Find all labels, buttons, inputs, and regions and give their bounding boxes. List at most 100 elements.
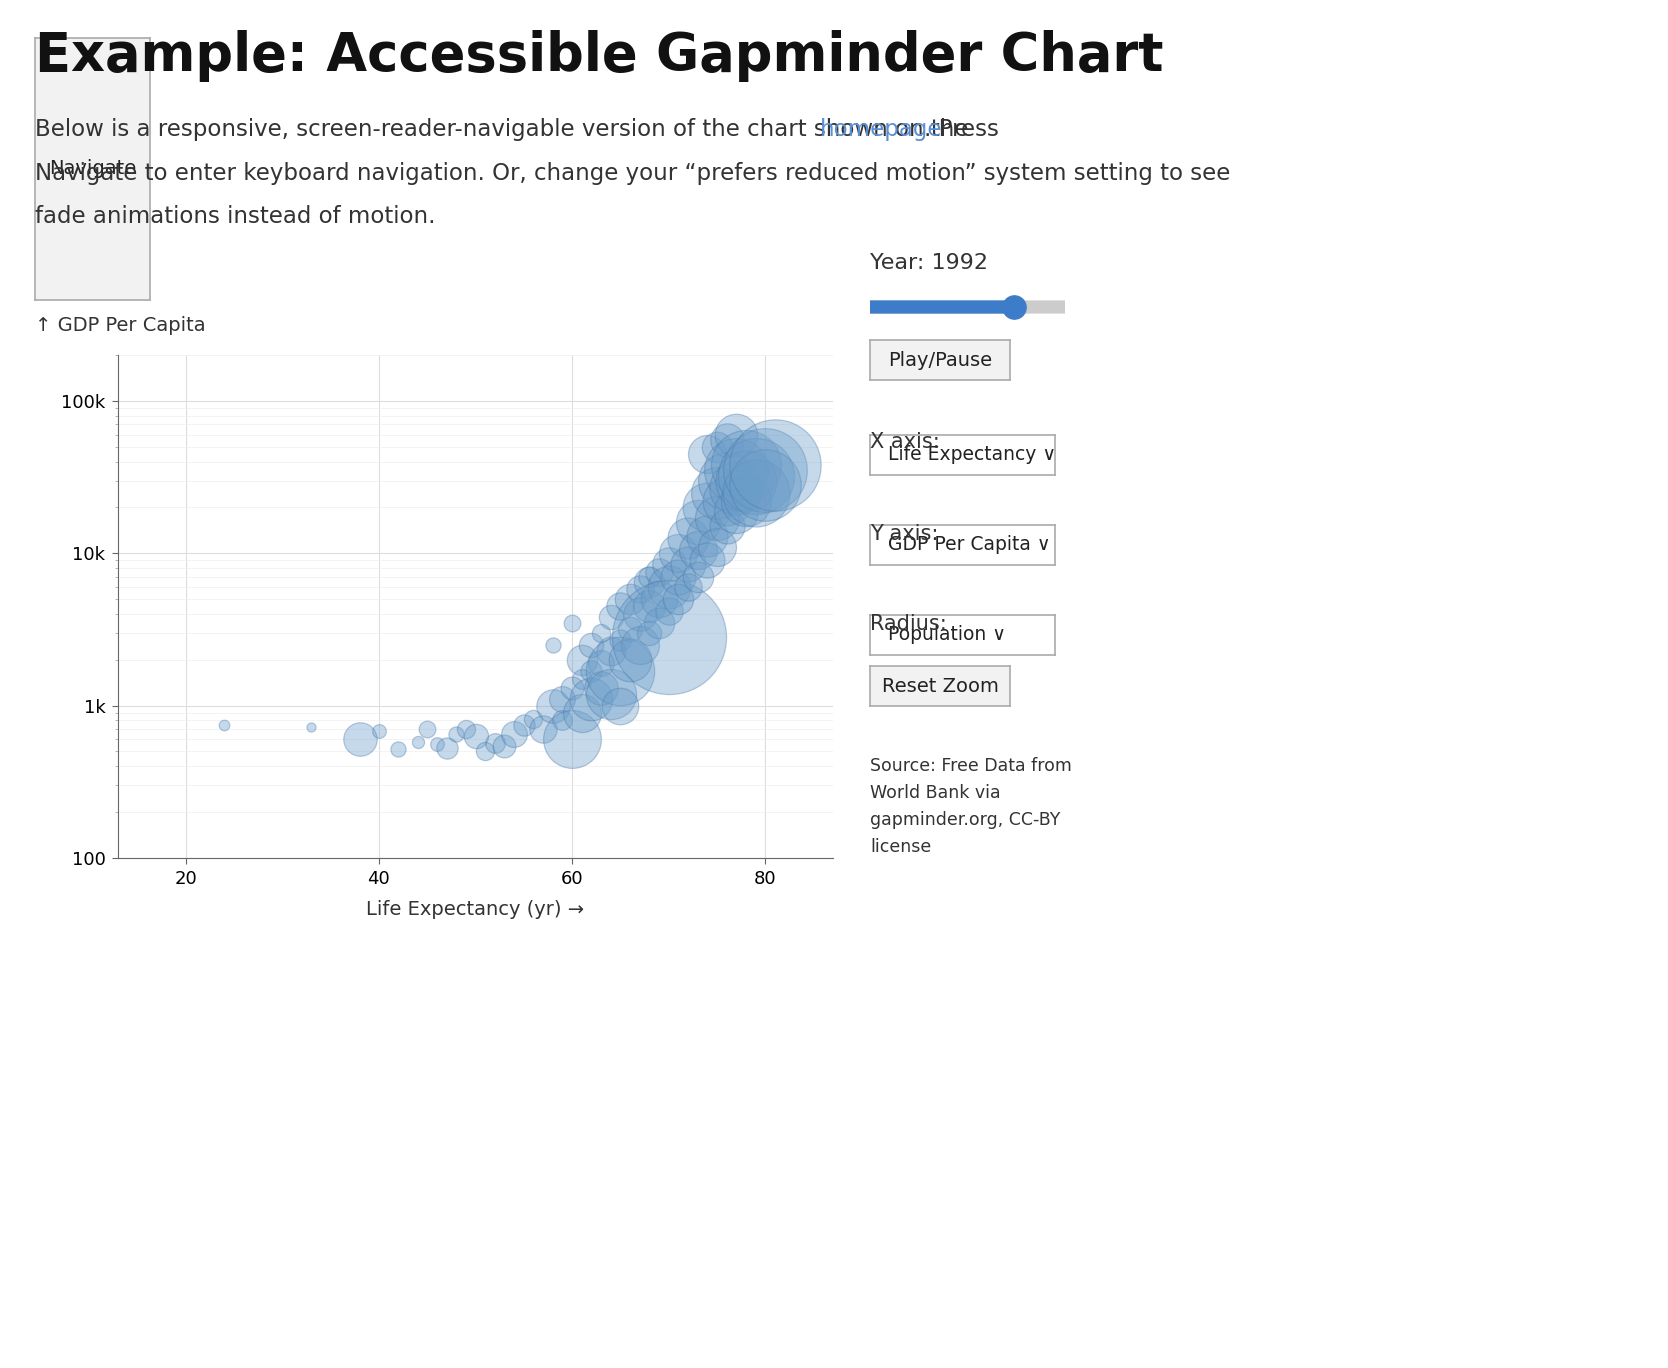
Point <box>385 737 412 759</box>
Point <box>607 629 634 651</box>
Point <box>684 512 711 534</box>
Text: fade animations instead of motion.: fade animations instead of motion. <box>35 205 435 228</box>
Point <box>694 550 721 572</box>
Text: Year: 1992: Year: 1992 <box>871 253 987 274</box>
Point <box>539 633 565 655</box>
Text: Reset Zoom: Reset Zoom <box>882 677 999 695</box>
Text: Source: Free Data from
World Bank via
gapminder.org, CC-BY
license: Source: Free Data from World Bank via ga… <box>871 757 1073 856</box>
Point <box>666 588 692 610</box>
Point <box>684 539 711 561</box>
Point <box>704 482 731 503</box>
Point <box>559 677 585 699</box>
Point <box>704 536 731 558</box>
Point <box>676 576 702 598</box>
Point <box>452 718 479 740</box>
FancyBboxPatch shape <box>861 301 1024 313</box>
Point <box>627 603 654 625</box>
Point <box>587 653 614 674</box>
Point <box>579 633 605 655</box>
Point <box>656 599 682 621</box>
Point <box>510 714 537 736</box>
Point <box>722 460 749 482</box>
Point <box>666 566 692 588</box>
Point <box>607 659 634 681</box>
Point <box>569 668 595 689</box>
Point <box>587 677 614 699</box>
Point <box>636 570 662 592</box>
Point <box>482 732 509 754</box>
Text: ↑ GDP Per Capita: ↑ GDP Per Capita <box>35 316 205 335</box>
Point <box>732 454 759 476</box>
Point <box>569 648 595 670</box>
Point <box>704 508 731 529</box>
Point <box>587 622 614 644</box>
Text: Life Expectancy ∨: Life Expectancy ∨ <box>889 446 1056 465</box>
Point <box>617 618 644 640</box>
Point <box>347 729 374 751</box>
Text: Play/Pause: Play/Pause <box>887 350 992 369</box>
Point <box>530 718 557 740</box>
Point <box>684 566 711 588</box>
Point <box>549 710 575 732</box>
Text: X axis:: X axis: <box>871 432 939 451</box>
Point <box>299 717 325 739</box>
Text: Population ∨: Population ∨ <box>889 625 1006 644</box>
Point <box>732 469 759 491</box>
Point <box>666 542 692 564</box>
Text: . Press: . Press <box>924 118 999 141</box>
Point <box>597 640 624 662</box>
Point <box>520 707 547 729</box>
Point <box>579 688 605 710</box>
Point <box>694 497 721 518</box>
Point <box>646 588 672 610</box>
Point <box>704 436 731 458</box>
Point <box>462 725 489 747</box>
Point <box>597 683 624 705</box>
Point <box>722 476 749 498</box>
Point <box>752 475 779 497</box>
Point <box>636 566 662 588</box>
Text: GDP Per Capita ∨: GDP Per Capita ∨ <box>889 535 1051 554</box>
Point <box>656 627 682 648</box>
Point <box>210 714 237 736</box>
Point <box>676 553 702 575</box>
Point <box>656 576 682 598</box>
Point <box>646 561 672 583</box>
Point <box>676 528 702 550</box>
Point <box>549 688 575 710</box>
Point <box>722 499 749 521</box>
Text: Y axis:: Y axis: <box>871 524 939 544</box>
Text: Life Expectancy (yr) →: Life Expectancy (yr) → <box>367 900 584 919</box>
Point <box>539 695 565 717</box>
Text: Example: Accessible Gapminder Chart: Example: Accessible Gapminder Chart <box>35 30 1164 82</box>
Point <box>472 740 499 762</box>
Text: Below is a responsive, screen-reader-navigable version of the chart shown on the: Below is a responsive, screen-reader-nav… <box>35 118 976 141</box>
Point <box>762 454 789 476</box>
Point <box>404 731 430 752</box>
Point <box>656 553 682 575</box>
Point <box>742 482 769 503</box>
Text: Navigate: Navigate <box>48 160 137 178</box>
Point <box>742 465 769 487</box>
Point <box>694 525 721 547</box>
Point <box>559 729 585 751</box>
Point <box>607 695 634 717</box>
Point <box>414 718 440 740</box>
Point <box>646 611 672 633</box>
Point <box>365 720 392 741</box>
Point <box>627 633 654 655</box>
Point <box>500 724 527 746</box>
Point <box>597 606 624 628</box>
Point <box>732 490 759 512</box>
Point <box>434 737 460 759</box>
Point <box>636 595 662 617</box>
Point <box>694 443 721 465</box>
Point <box>636 622 662 644</box>
Point <box>569 702 595 724</box>
Point <box>617 648 644 670</box>
Point <box>579 659 605 681</box>
Point <box>1001 295 1027 317</box>
Point <box>714 516 741 538</box>
Point <box>424 733 450 755</box>
Point <box>714 469 741 491</box>
